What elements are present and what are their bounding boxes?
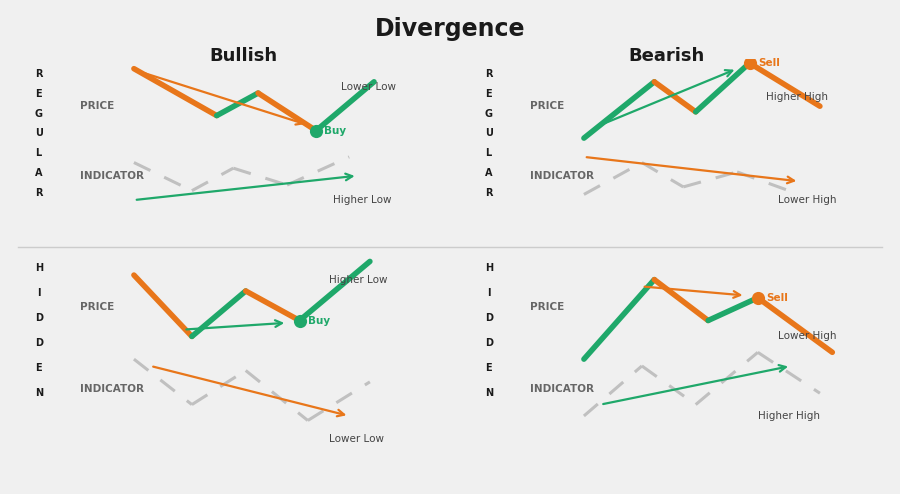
- Point: [309, 126, 323, 134]
- Text: R: R: [485, 69, 492, 80]
- Text: Divergence: Divergence: [374, 17, 526, 41]
- Text: D: D: [485, 338, 492, 348]
- Text: Higher High: Higher High: [766, 92, 828, 102]
- Text: E: E: [485, 363, 492, 373]
- Text: I: I: [37, 288, 40, 298]
- Text: Lower Low: Lower Low: [341, 82, 396, 92]
- Text: D: D: [35, 313, 42, 323]
- Text: U: U: [35, 128, 42, 138]
- Text: PRICE: PRICE: [80, 302, 114, 312]
- Text: H: H: [484, 263, 493, 273]
- Text: G: G: [485, 109, 492, 119]
- Text: E: E: [35, 89, 42, 99]
- Point: [292, 317, 307, 325]
- Text: A: A: [485, 168, 492, 178]
- Text: R: R: [35, 188, 42, 198]
- Text: N: N: [484, 388, 493, 398]
- Text: Higher Low: Higher Low: [328, 275, 387, 285]
- Text: PRICE: PRICE: [530, 101, 564, 111]
- Text: L: L: [486, 148, 491, 158]
- Text: Buy: Buy: [308, 316, 330, 326]
- Text: E: E: [35, 363, 42, 373]
- Text: H: H: [34, 263, 43, 273]
- Text: I: I: [487, 288, 491, 298]
- Text: E: E: [485, 89, 492, 99]
- Text: INDICATOR: INDICATOR: [530, 170, 594, 181]
- Text: Lower High: Lower High: [778, 195, 837, 205]
- Text: Bullish: Bullish: [209, 47, 277, 65]
- Text: INDICATOR: INDICATOR: [530, 384, 594, 394]
- Point: [742, 59, 757, 67]
- Text: Lower High: Lower High: [778, 331, 837, 341]
- Text: PRICE: PRICE: [530, 302, 564, 312]
- Text: INDICATOR: INDICATOR: [80, 170, 144, 181]
- Text: Buy: Buy: [324, 125, 346, 136]
- Text: Sell: Sell: [766, 293, 788, 303]
- Text: Bearish: Bearish: [628, 47, 704, 65]
- Text: U: U: [485, 128, 492, 138]
- Text: G: G: [35, 109, 42, 119]
- Text: Higher Low: Higher Low: [333, 195, 392, 205]
- Text: Higher High: Higher High: [758, 411, 820, 421]
- Text: L: L: [36, 148, 41, 158]
- Text: D: D: [35, 338, 42, 348]
- Text: D: D: [485, 313, 492, 323]
- Point: [751, 294, 765, 302]
- Text: Sell: Sell: [758, 58, 779, 68]
- Text: INDICATOR: INDICATOR: [80, 384, 144, 394]
- Text: R: R: [485, 188, 492, 198]
- Text: Lower Low: Lower Low: [328, 434, 383, 444]
- Text: PRICE: PRICE: [80, 101, 114, 111]
- Text: R: R: [35, 69, 42, 80]
- Text: A: A: [35, 168, 42, 178]
- Text: N: N: [34, 388, 43, 398]
